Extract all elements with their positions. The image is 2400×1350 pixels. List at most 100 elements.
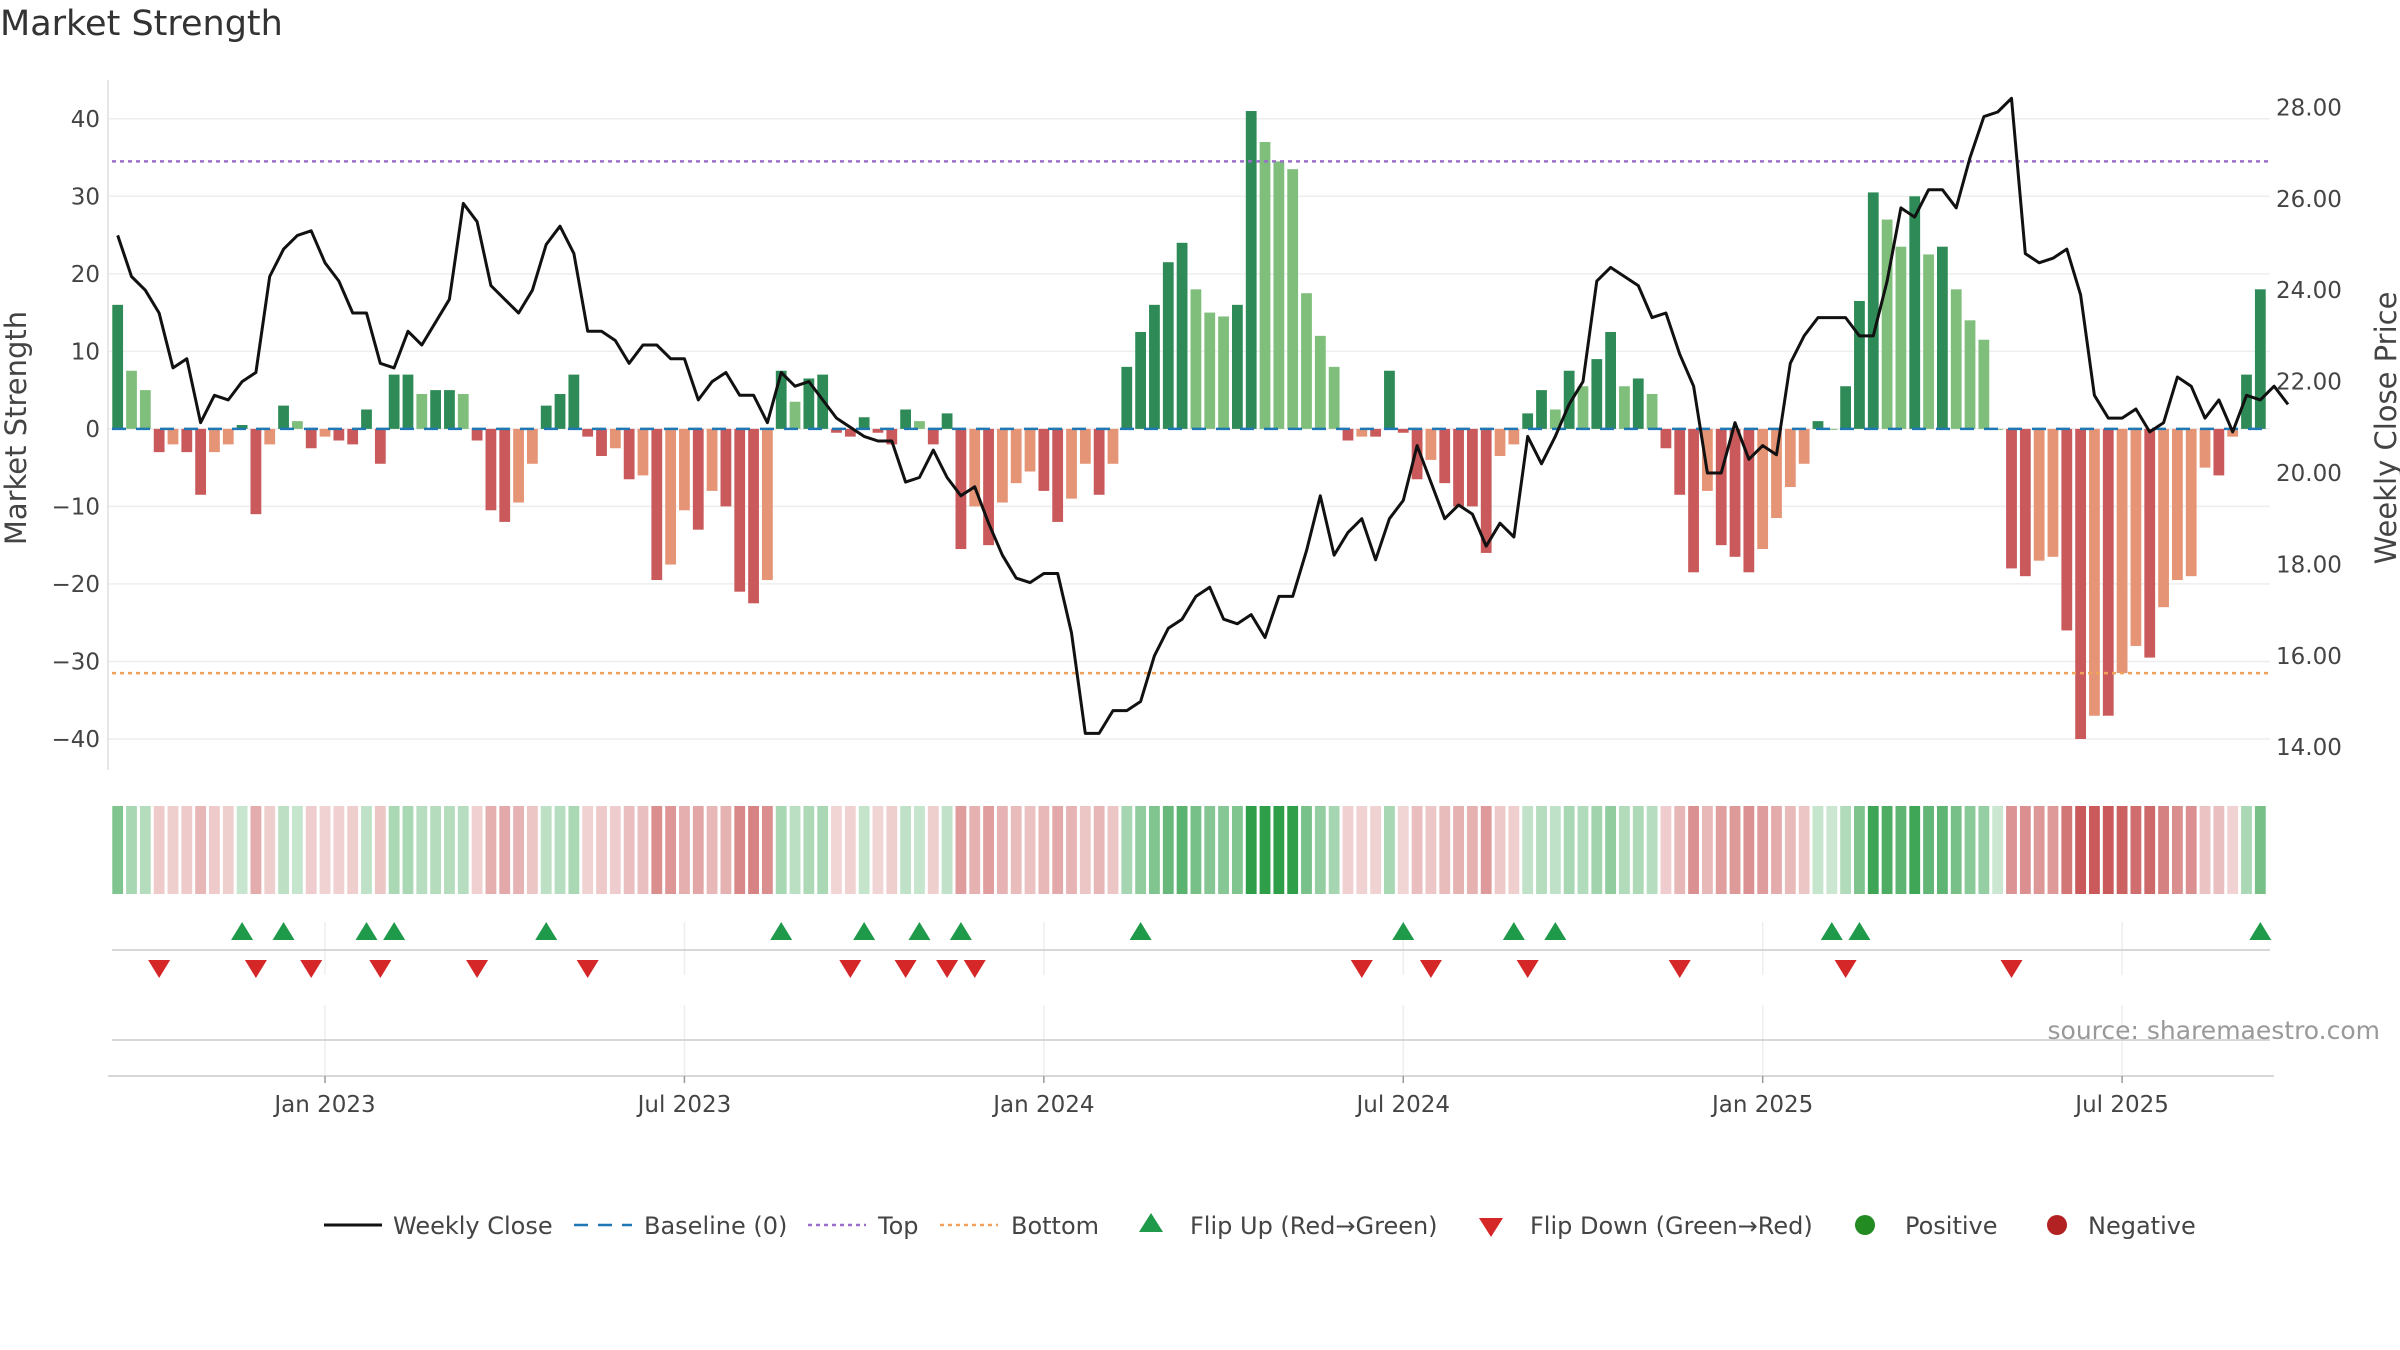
x-tick-label: Jul 2023 [636, 1092, 732, 1118]
strength-bar [983, 428, 994, 546]
strength-bar [236, 425, 248, 429]
strip-cell [388, 806, 400, 894]
strength-bar [858, 417, 870, 429]
strip-cell [1563, 806, 1575, 894]
strip-cell [886, 806, 898, 894]
x-tick-label: Jul 2024 [1354, 1092, 1450, 1118]
legend-item: Bottom [940, 1212, 1099, 1240]
strip-cell [1950, 806, 1962, 894]
strip-cell [2199, 806, 2211, 894]
legend-item: Weekly Close [324, 1212, 553, 1240]
strength-bar [720, 428, 732, 507]
strip-cell [1190, 806, 1202, 894]
weekly-close-line [116, 96, 2290, 735]
strip-cell [1342, 806, 1354, 894]
strength-bar [1840, 386, 1852, 429]
strength-bar [347, 428, 359, 445]
strip-cell [112, 806, 124, 894]
strength-bar [416, 393, 428, 429]
strip-cell [167, 806, 179, 894]
strength-bar [181, 428, 193, 453]
strength-bar [209, 428, 220, 453]
strength-bar [1231, 304, 1243, 429]
legend-flip-down-icon [1479, 1218, 1503, 1237]
flip-up-marker [908, 922, 931, 940]
strength-bar [2185, 428, 2197, 577]
strength-bars [112, 111, 2266, 739]
strength-bar [1826, 428, 1838, 430]
strength-bar [1563, 370, 1575, 429]
strength-bar [250, 428, 262, 515]
flip-down-marker [1516, 960, 1539, 978]
strip-cell [844, 806, 856, 894]
strength-bar [388, 374, 400, 429]
legend-label: Baseline (0) [644, 1212, 787, 1240]
strength-bar [1093, 428, 1105, 495]
strip-cell [637, 806, 649, 894]
flip-down-marker [576, 960, 599, 978]
strength-bar [1259, 142, 1271, 429]
strip-cell [1854, 806, 1865, 894]
flip-up-marker [1129, 922, 1152, 940]
strength-bar [1066, 428, 1077, 499]
chart-title: Market Strength [0, 4, 283, 44]
strength-bar [1107, 428, 1119, 464]
strip-cell [1204, 806, 1216, 894]
strip-cell [858, 806, 870, 894]
strength-bar [2116, 428, 2128, 674]
strip-cell [955, 806, 967, 894]
strength-bar [1287, 169, 1299, 429]
legend-item: Flip Up (Red→Green) [1139, 1212, 1438, 1240]
legend: Weekly Close Baseline (0) Top Bottom Flip Up… [324, 1212, 2196, 1240]
strip-cell [402, 806, 414, 894]
y2-tick-label: 20.00 [2276, 461, 2342, 487]
strip-cell [789, 806, 801, 894]
flip-up-marker [1820, 922, 1843, 940]
strength-bar [457, 393, 469, 429]
flip-up-marker [272, 922, 295, 940]
y-tick-label: −20 [51, 572, 100, 598]
strip-cell [2241, 806, 2252, 894]
strip-cell [374, 806, 386, 894]
strip-cell [2061, 806, 2073, 894]
strength-bar [485, 428, 497, 511]
strength-bar [568, 374, 580, 429]
strength-bar [1314, 335, 1326, 429]
strip-cell [2047, 806, 2059, 894]
source-note: source: sharemaestro.com [2048, 1016, 2381, 1045]
strip-cell [692, 806, 704, 894]
strength-bar [1895, 246, 1907, 429]
y-tick-label: −10 [51, 494, 100, 520]
legend-label: Flip Up (Red→Green) [1190, 1212, 1438, 1240]
strip-cell [222, 806, 234, 894]
strip-cell [803, 806, 815, 894]
strip-cell [1480, 806, 1492, 894]
strip-cell [1992, 806, 2004, 894]
strip-cell [582, 806, 594, 894]
strip-cell [1135, 806, 1147, 894]
strength-bar [651, 428, 663, 581]
strip-cell [2006, 806, 2017, 894]
strength-bar [1176, 242, 1188, 429]
strip-cell [1494, 806, 1506, 894]
flip-up-marker [853, 922, 876, 940]
strength-bar [2102, 428, 2114, 716]
strip-cell [2213, 806, 2225, 894]
strength-bar [2033, 428, 2045, 561]
strip-cell [1798, 806, 1810, 894]
y2-tick-label: 28.00 [2276, 95, 2342, 121]
strip-cell [540, 806, 552, 894]
strength-bar [471, 428, 483, 441]
strength-bar [914, 421, 925, 429]
strength-bar [1328, 366, 1340, 429]
strength-bar [1384, 370, 1395, 429]
strip-cell [1397, 806, 1409, 894]
flip-down-marker [2000, 960, 2023, 978]
strength-bar [2254, 289, 2266, 429]
strength-bar [679, 428, 690, 511]
strip-cell [416, 806, 428, 894]
strength-bar [2144, 428, 2156, 658]
strip-cell [596, 806, 607, 894]
strip-cell [2227, 806, 2239, 894]
strength-bar [333, 428, 345, 441]
